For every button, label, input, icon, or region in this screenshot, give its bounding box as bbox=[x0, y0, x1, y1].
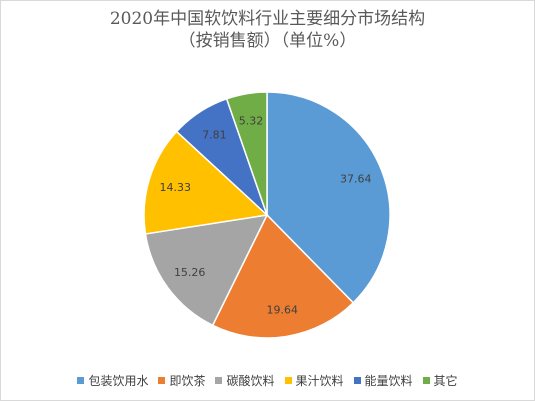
legend-item-包装饮用水: 包装饮用水 bbox=[77, 372, 148, 389]
data-label-碳酸饮料: 15.26 bbox=[174, 266, 206, 279]
legend-item-碳酸饮料: 碳酸饮料 bbox=[215, 372, 275, 389]
chart-title-block: 2020年中国软饮料行业主要细分市场结构 （按销售额）（单位%） bbox=[0, 8, 535, 52]
legend-label: 能量饮料 bbox=[364, 374, 413, 388]
legend-item-能量饮料: 能量饮料 bbox=[353, 372, 413, 389]
legend-label: 其它 bbox=[433, 374, 458, 388]
legend-swatch bbox=[215, 377, 223, 384]
legend-label: 果汁饮料 bbox=[295, 374, 344, 388]
pie-slice-其它 bbox=[225, 91, 268, 216]
legend-item-即饮茶: 即饮茶 bbox=[158, 372, 205, 389]
data-label-包装饮用水: 37.64 bbox=[340, 173, 372, 186]
pie-slice-即饮茶 bbox=[211, 213, 355, 339]
legend-item-其它: 其它 bbox=[422, 372, 458, 389]
data-label-其它: 5.32 bbox=[239, 114, 264, 127]
legend-label: 即饮茶 bbox=[169, 374, 206, 388]
legend-swatch bbox=[158, 377, 166, 384]
legend-swatch bbox=[422, 377, 430, 384]
pie-slice-包装饮用水 bbox=[266, 91, 391, 304]
legend-swatch bbox=[353, 377, 361, 384]
pie-slice-果汁饮料 bbox=[143, 130, 269, 235]
chart-subtitle: （按销售额）（单位%） bbox=[178, 31, 357, 51]
data-label-果汁饮料: 14.33 bbox=[159, 181, 191, 194]
chart-legend: 包装饮用水 即饮茶 碳酸饮料 果汁饮料 能量饮料 其它 bbox=[0, 372, 535, 389]
data-label-能量饮料: 7.81 bbox=[202, 129, 227, 142]
legend-swatch bbox=[77, 377, 85, 384]
legend-label: 碳酸饮料 bbox=[226, 374, 275, 388]
pie-slice-碳酸饮料 bbox=[144, 214, 269, 327]
data-label-即饮茶: 19.64 bbox=[266, 304, 298, 317]
legend-item-果汁饮料: 果汁饮料 bbox=[284, 372, 344, 389]
legend-label: 包装饮用水 bbox=[88, 374, 149, 388]
legend-swatch bbox=[284, 377, 292, 384]
chart-title: 2020年中国软饮料行业主要细分市场结构 bbox=[109, 9, 426, 29]
